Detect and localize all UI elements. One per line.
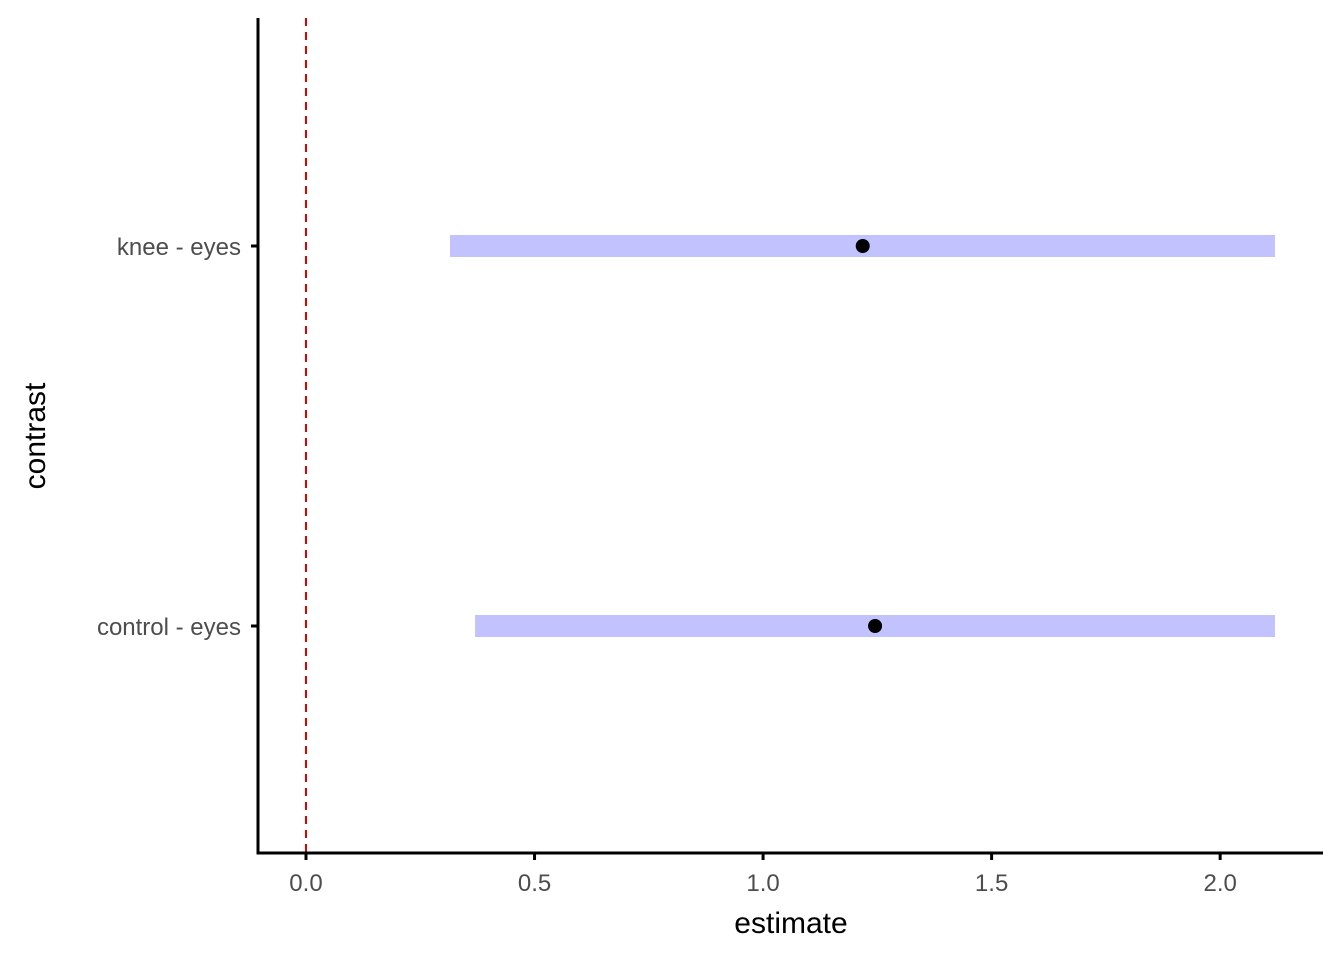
intervals-layer [449,235,1276,637]
x-axis-title: estimate [734,907,847,940]
points-layer [855,239,883,633]
estimate-point-control-eyes [868,619,883,633]
estimate-point-knee-eyes [855,239,870,253]
x-tick-label: 1.5 [975,870,1008,897]
y-axis-title: contrast [19,382,52,489]
x-ticks: 0.0 0.5 1.0 1.5 2.0 [289,853,1237,897]
y-ticks: control - eyes knee - eyes [97,234,258,641]
x-tick-label: 1.0 [746,870,779,897]
y-tick-label: knee - eyes [117,234,241,261]
x-tick-label: 0.0 [289,870,322,897]
y-tick-label: control - eyes [97,614,241,641]
x-tick-label: 0.5 [518,870,551,897]
x-tick-label: 2.0 [1203,870,1236,897]
